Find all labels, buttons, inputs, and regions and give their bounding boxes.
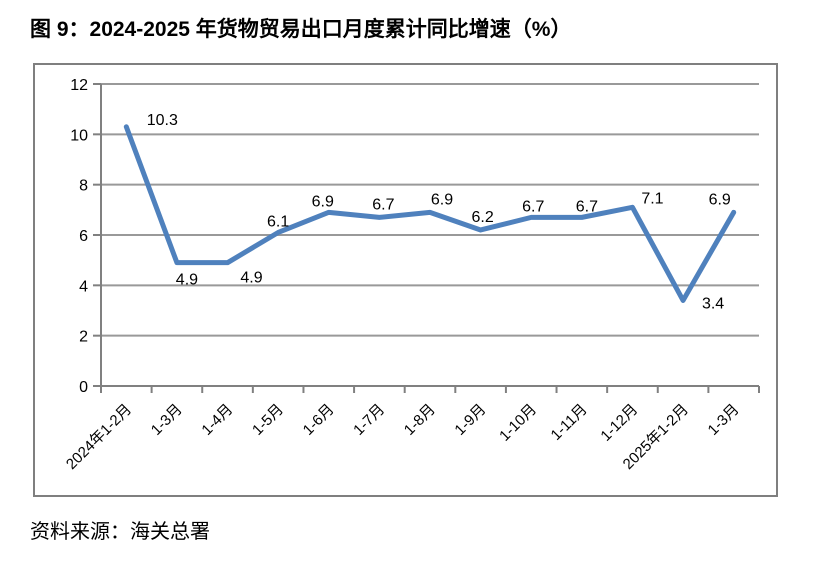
data-point-label: 6.2: [471, 209, 493, 226]
data-series-line: [123, 124, 737, 303]
y-tick-label: 4: [79, 278, 88, 295]
figure-title: 图 9：2024-2025 年货物贸易出口月度累计同比增速（%）: [30, 18, 572, 41]
x-tick-label: 1-3月: [705, 401, 743, 439]
data-point-label: 6.9: [709, 191, 731, 208]
x-tick-label: 1-12月: [597, 401, 641, 445]
y-tick-label: 12: [70, 77, 88, 94]
data-point-label: 6.1: [267, 213, 289, 230]
x-tick-label: 1-6月: [300, 401, 338, 439]
data-point-label: 3.4: [702, 295, 724, 312]
x-tick-label: 1-5月: [249, 401, 287, 439]
data-point-label: 4.9: [176, 272, 198, 289]
data-point-label: 6.9: [312, 193, 334, 210]
y-tick-label: 0: [79, 379, 88, 396]
data-point-label: 6.7: [576, 198, 598, 215]
data-point-label: 10.3: [147, 112, 178, 129]
y-tick-label: 8: [79, 178, 88, 195]
x-tick-label: 1-3月: [148, 401, 186, 439]
y-tick-label: 2: [79, 329, 88, 346]
y-tick-label: 6: [79, 228, 88, 245]
data-point-label: 6.7: [372, 196, 394, 213]
data-point-label: 6.7: [522, 198, 544, 215]
data-point-label: 6.9: [431, 191, 453, 208]
x-tick-label: 1-4月: [198, 401, 236, 439]
y-tick-label: 10: [70, 127, 88, 144]
x-tick-label: 1-11月: [548, 401, 591, 444]
x-tick-label: 1-7月: [350, 401, 388, 439]
data-point-label: 7.1: [641, 190, 663, 207]
x-tick-label: 1-8月: [401, 401, 439, 439]
x-tick-label: 1-9月: [451, 401, 489, 439]
x-tick-label: 2024年1-2月: [63, 401, 135, 473]
chart-frame: 0 2 4 6 8 10 12 2024年1-2月 1-3月 1-4月 1-5月 1-6月 1-7月 1-…: [33, 63, 778, 497]
line-chart: 0 2 4 6 8 10 12 2024年1-2月 1-3月 1-4月 1-5月 1-6月 1-7月 1-…: [63, 77, 760, 473]
source-note: 资料来源：海关总署: [30, 521, 210, 543]
x-tick-label: 1-10月: [496, 401, 540, 445]
data-point-label: 4.9: [240, 270, 262, 287]
